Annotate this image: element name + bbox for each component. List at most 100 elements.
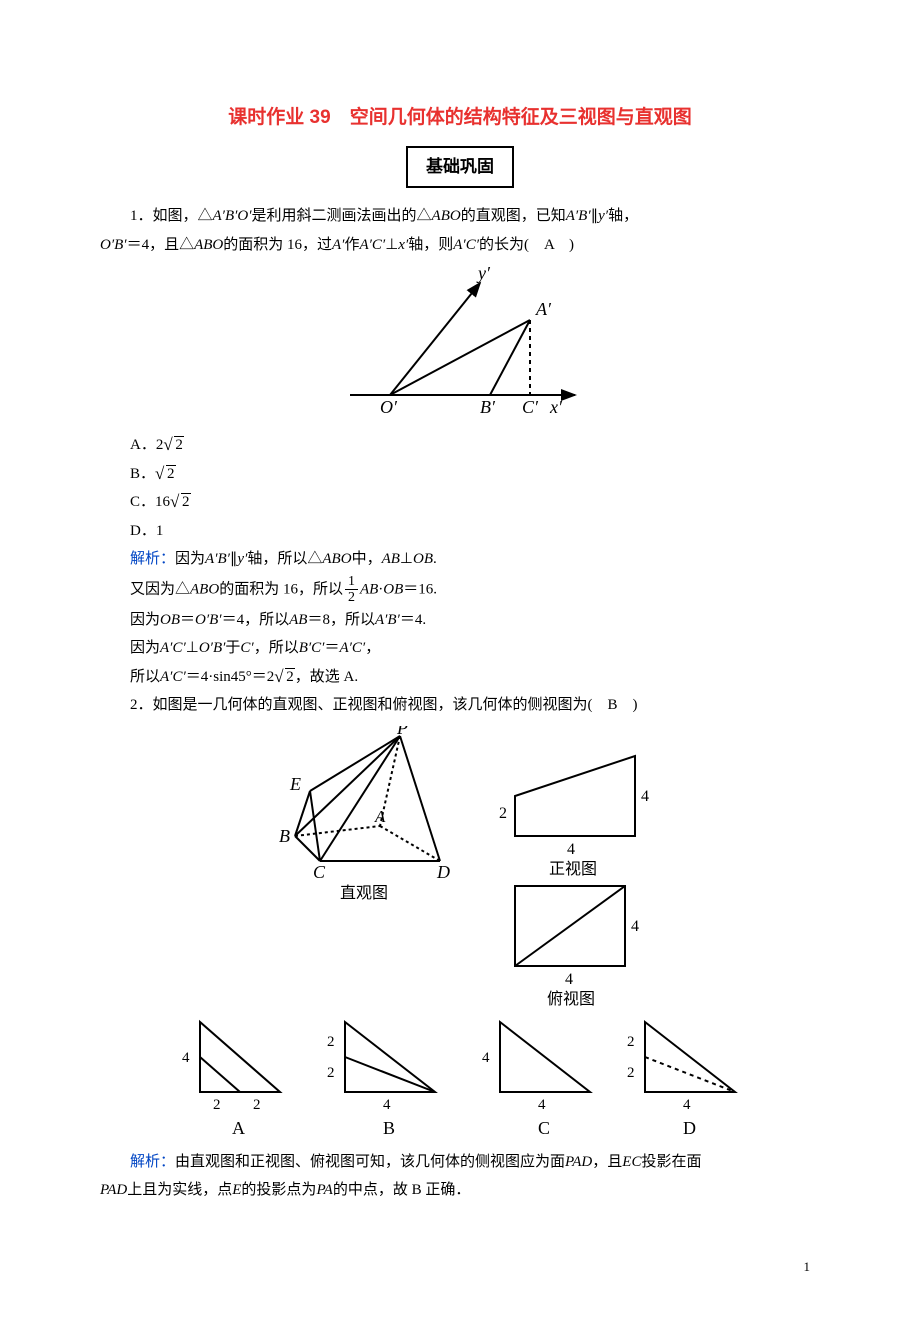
text: B． — [130, 466, 155, 482]
text: 轴，所以△ — [247, 551, 322, 567]
C-label: C′ — [522, 397, 539, 417]
text: y′ — [598, 208, 608, 224]
text: OB — [160, 612, 180, 628]
text: A′B′ — [205, 551, 230, 567]
text: ⊥ — [400, 551, 413, 567]
text: 的中点，故 B 正确． — [333, 1182, 471, 1198]
dim: 2 — [327, 1065, 335, 1081]
text: PA — [316, 1182, 332, 1198]
page-title: 课时作业 39 空间几何体的结构特征及三视图与直观图 — [100, 100, 820, 136]
A-label: A′ — [535, 299, 552, 319]
dim-4c: 4 — [631, 918, 639, 935]
q1-sol-1: 解析：因为A′B′∥y′轴，所以△ABO中，AB⊥OB. — [130, 545, 820, 574]
dim: 4 — [538, 1097, 546, 1113]
sqrt: 2 — [155, 460, 176, 489]
O-label: O′ — [380, 397, 398, 417]
text: 由直观图和正视图、俯视图可知，该几何体的侧视图应为面 — [175, 1154, 565, 1170]
text: ABO — [432, 208, 461, 224]
text: AB — [360, 581, 378, 597]
q1-sol-3: 因为OB＝O′B′＝4，所以AB＝8，所以A′B′＝4. — [130, 606, 820, 635]
figure-1: y′ A′ O′ B′ C′ x′ — [100, 265, 820, 425]
text: ＝8，所以 — [307, 612, 375, 628]
text: 上且为实线，点 — [127, 1182, 232, 1198]
text: x′ — [398, 237, 408, 253]
fig2-top-svg: P E A B C D 直观图 2 4 4 正视图 4 4 俯视图 — [245, 726, 675, 1006]
text: A′C′ — [453, 237, 479, 253]
fig2-opts-svg: 4 2 2 A 2 2 4 B 4 4 C 2 2 4 D — [170, 1012, 750, 1142]
q2-stem: 2．如图是一几何体的直观图、正视图和俯视图，该几何体的侧视图为( B ) — [100, 691, 820, 720]
q1-sol-4: 因为A′C′⊥O′B′于C′，所以B′C′＝A′C′， — [130, 634, 820, 663]
top-label: 俯视图 — [547, 990, 595, 1006]
fraction: 12 — [345, 574, 358, 606]
text: PAD — [565, 1154, 592, 1170]
text: 于 — [225, 640, 240, 656]
text: 因为 — [130, 612, 160, 628]
radicand: 2 — [166, 465, 176, 482]
text: 又因为△ — [130, 581, 190, 597]
figure-2-top: P E A B C D 直观图 2 4 4 正视图 4 4 俯视图 — [100, 726, 820, 1006]
text: ∥ — [591, 208, 599, 224]
q2-sol: 解析：由直观图和正视图、俯视图可知，该几何体的侧视图应为面PAD，且EC投影在面 — [100, 1148, 820, 1177]
text: A′C′ — [160, 669, 186, 685]
text: ，所以 — [254, 640, 299, 656]
dim: 4 — [182, 1050, 190, 1066]
text: PAD — [100, 1182, 127, 1198]
text: 轴，则 — [408, 237, 453, 253]
y-label: y′ — [476, 265, 491, 283]
radicand: 2 — [285, 668, 295, 685]
radicand: 2 — [181, 493, 191, 510]
fig1-svg: y′ A′ O′ B′ C′ x′ — [320, 265, 600, 425]
text: y′ — [237, 551, 247, 567]
sqrt: 2 — [163, 431, 184, 460]
dim: 4 — [383, 1097, 391, 1113]
text: 作 — [344, 237, 359, 253]
text: C′ — [240, 640, 253, 656]
text: C．16 — [130, 494, 170, 510]
text: . — [433, 551, 437, 567]
dim-4d: 4 — [565, 971, 573, 988]
opt-label: D — [683, 1118, 696, 1138]
section-badge: 基础巩固 — [406, 146, 514, 188]
q1-stem-line2: O′B′＝4，且△ABO的面积为 16，过A′作A′C′⊥x′轴，则A′C′的长… — [100, 231, 820, 260]
B-label: B′ — [480, 397, 496, 417]
dim-4: 4 — [641, 788, 649, 805]
text: 的直观图，已知 — [461, 208, 566, 224]
text: 的投影点为 — [241, 1182, 316, 1198]
text: 因为 — [175, 551, 205, 567]
text: O′B′ — [195, 612, 222, 628]
dim: 2 — [327, 1034, 335, 1050]
text: O′B′ — [100, 237, 127, 253]
dim-2: 2 — [499, 805, 507, 822]
text: ， — [365, 640, 380, 656]
q2-sol-2: PAD上且为实线，点E的投影点为PA的中点，故 B 正确． — [100, 1176, 820, 1205]
text: 所以 — [130, 669, 160, 685]
text: 的面积为 16，过 — [223, 237, 332, 253]
sqrt: 2 — [274, 663, 295, 692]
text: 中， — [352, 551, 382, 567]
q1-option-b: B． 2 — [130, 460, 820, 489]
q1-option-a: A．22 — [130, 431, 820, 460]
text: AB — [289, 612, 307, 628]
text: ⊥ — [186, 640, 199, 656]
text: ⊥ — [385, 237, 398, 253]
opt-label: C — [538, 1118, 550, 1138]
dim: 4 — [482, 1050, 490, 1066]
page-number: 1 — [100, 1255, 820, 1280]
text: ＝16. — [403, 581, 437, 597]
text: 1．如图，△ — [130, 208, 213, 224]
dim: 4 — [683, 1097, 691, 1113]
text: 是利用斜二测画法画出的△ — [252, 208, 432, 224]
A-label: A — [374, 807, 386, 826]
sol-label: 解析： — [130, 1154, 175, 1170]
text: ABO — [194, 237, 223, 253]
opt-label: A — [232, 1118, 245, 1138]
dim-4b: 4 — [567, 841, 575, 858]
E-label: E — [289, 774, 301, 794]
oblique-label: 直观图 — [340, 884, 388, 902]
q1-stem: 1．如图，△A′B′O′是利用斜二测画法画出的△ABO的直观图，已知A′B′∥y… — [100, 202, 820, 231]
text: ＝4，且△ — [127, 237, 195, 253]
sqrt: 2 — [170, 488, 191, 517]
dim: 2 — [253, 1097, 261, 1113]
opt-label: B — [383, 1118, 395, 1138]
numerator: 1 — [345, 574, 358, 590]
